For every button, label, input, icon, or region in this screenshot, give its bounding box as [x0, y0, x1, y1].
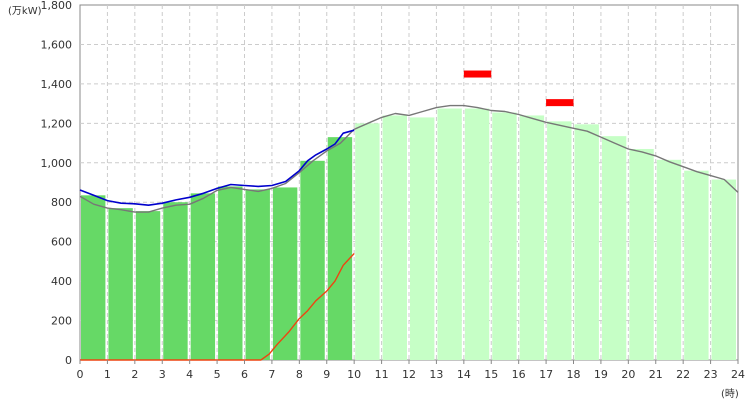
actual-demand-line	[79, 129, 355, 206]
peak-marker	[546, 99, 574, 107]
x-tick-label: 5	[214, 368, 221, 381]
x-tick-label: 20	[621, 368, 635, 381]
forecast-demand-line	[79, 104, 739, 213]
x-tick-label: 22	[676, 368, 690, 381]
forecast-bar	[656, 159, 682, 360]
peak-markers	[463, 70, 574, 107]
x-tick-label: 12	[402, 368, 416, 381]
x-tick-label: 6	[241, 368, 248, 381]
x-tick-label: 1	[104, 368, 111, 381]
forecast-bar	[492, 112, 517, 360]
y-tick-label: 0	[65, 354, 72, 367]
x-tick-label: 2	[131, 368, 138, 381]
forecast-bar	[684, 170, 709, 360]
x-tick-label: 10	[347, 368, 361, 381]
x-tick-label: 4	[186, 368, 193, 381]
forecast-bar	[711, 179, 736, 360]
x-tick-label: 16	[512, 368, 526, 381]
forecast-bar	[410, 117, 435, 361]
actual-bar	[272, 187, 298, 360]
x-tick-label: 14	[457, 368, 471, 381]
actual-bar	[327, 137, 353, 360]
forecast-bar	[519, 115, 545, 360]
y-tick-label: 1,800	[41, 0, 73, 12]
x-tick-label: 8	[296, 368, 303, 381]
x-tick-label: 11	[375, 368, 389, 381]
x-tick-label: 17	[539, 368, 553, 381]
x-tick-label: 7	[268, 368, 275, 381]
y-unit-label: (万kW)	[8, 6, 42, 17]
x-tick-label: 0	[77, 368, 84, 381]
y-tick-label: 1,400	[41, 78, 73, 91]
forecast-bar	[437, 108, 462, 361]
y-tick-label: 600	[51, 236, 72, 249]
actual-bar	[218, 186, 243, 360]
lines	[79, 104, 739, 361]
x-tick-label: 15	[484, 368, 498, 381]
actual-bar	[300, 160, 325, 360]
bars	[81, 108, 736, 361]
x-tick-label: 24	[731, 368, 745, 381]
axes: 0 200 400 600 800 1,000 1,200 1,400 1,600 1,800 0 1…	[41, 0, 746, 381]
forecast-bar	[629, 148, 654, 360]
x-tick-label: 18	[567, 368, 581, 381]
x-tick-label: 23	[704, 368, 718, 381]
x-unit-label: (時)	[721, 388, 739, 400]
actual-bar	[190, 193, 216, 360]
forecast-bar	[464, 108, 490, 361]
forecast-bar	[355, 123, 380, 360]
peak-marker	[463, 70, 492, 78]
grid	[79, 4, 739, 361]
actual-bar	[245, 189, 270, 360]
y-tick-label: 800	[51, 196, 72, 209]
y-tick-label: 200	[51, 315, 72, 328]
forecast-bar	[382, 115, 407, 360]
x-tick-label: 13	[429, 368, 443, 381]
actual-bar	[81, 195, 106, 360]
x-tick-label: 3	[159, 368, 166, 381]
y-tick-label: 1,200	[41, 117, 73, 130]
solar-output-line	[80, 253, 355, 361]
x-tick-label: 9	[323, 368, 330, 381]
x-tick-label: 21	[649, 368, 663, 381]
actual-bar	[135, 211, 161, 360]
x-tick-label: 19	[594, 368, 608, 381]
y-tick-label: 1,600	[41, 38, 73, 51]
actual-bar	[163, 202, 188, 360]
y-tick-label: 400	[51, 275, 72, 288]
forecast-bar	[601, 136, 627, 360]
forecast-bar	[547, 121, 572, 360]
actual-bar	[108, 208, 133, 360]
y-tick-label: 1,000	[41, 157, 73, 170]
forecast-bar	[574, 124, 599, 360]
